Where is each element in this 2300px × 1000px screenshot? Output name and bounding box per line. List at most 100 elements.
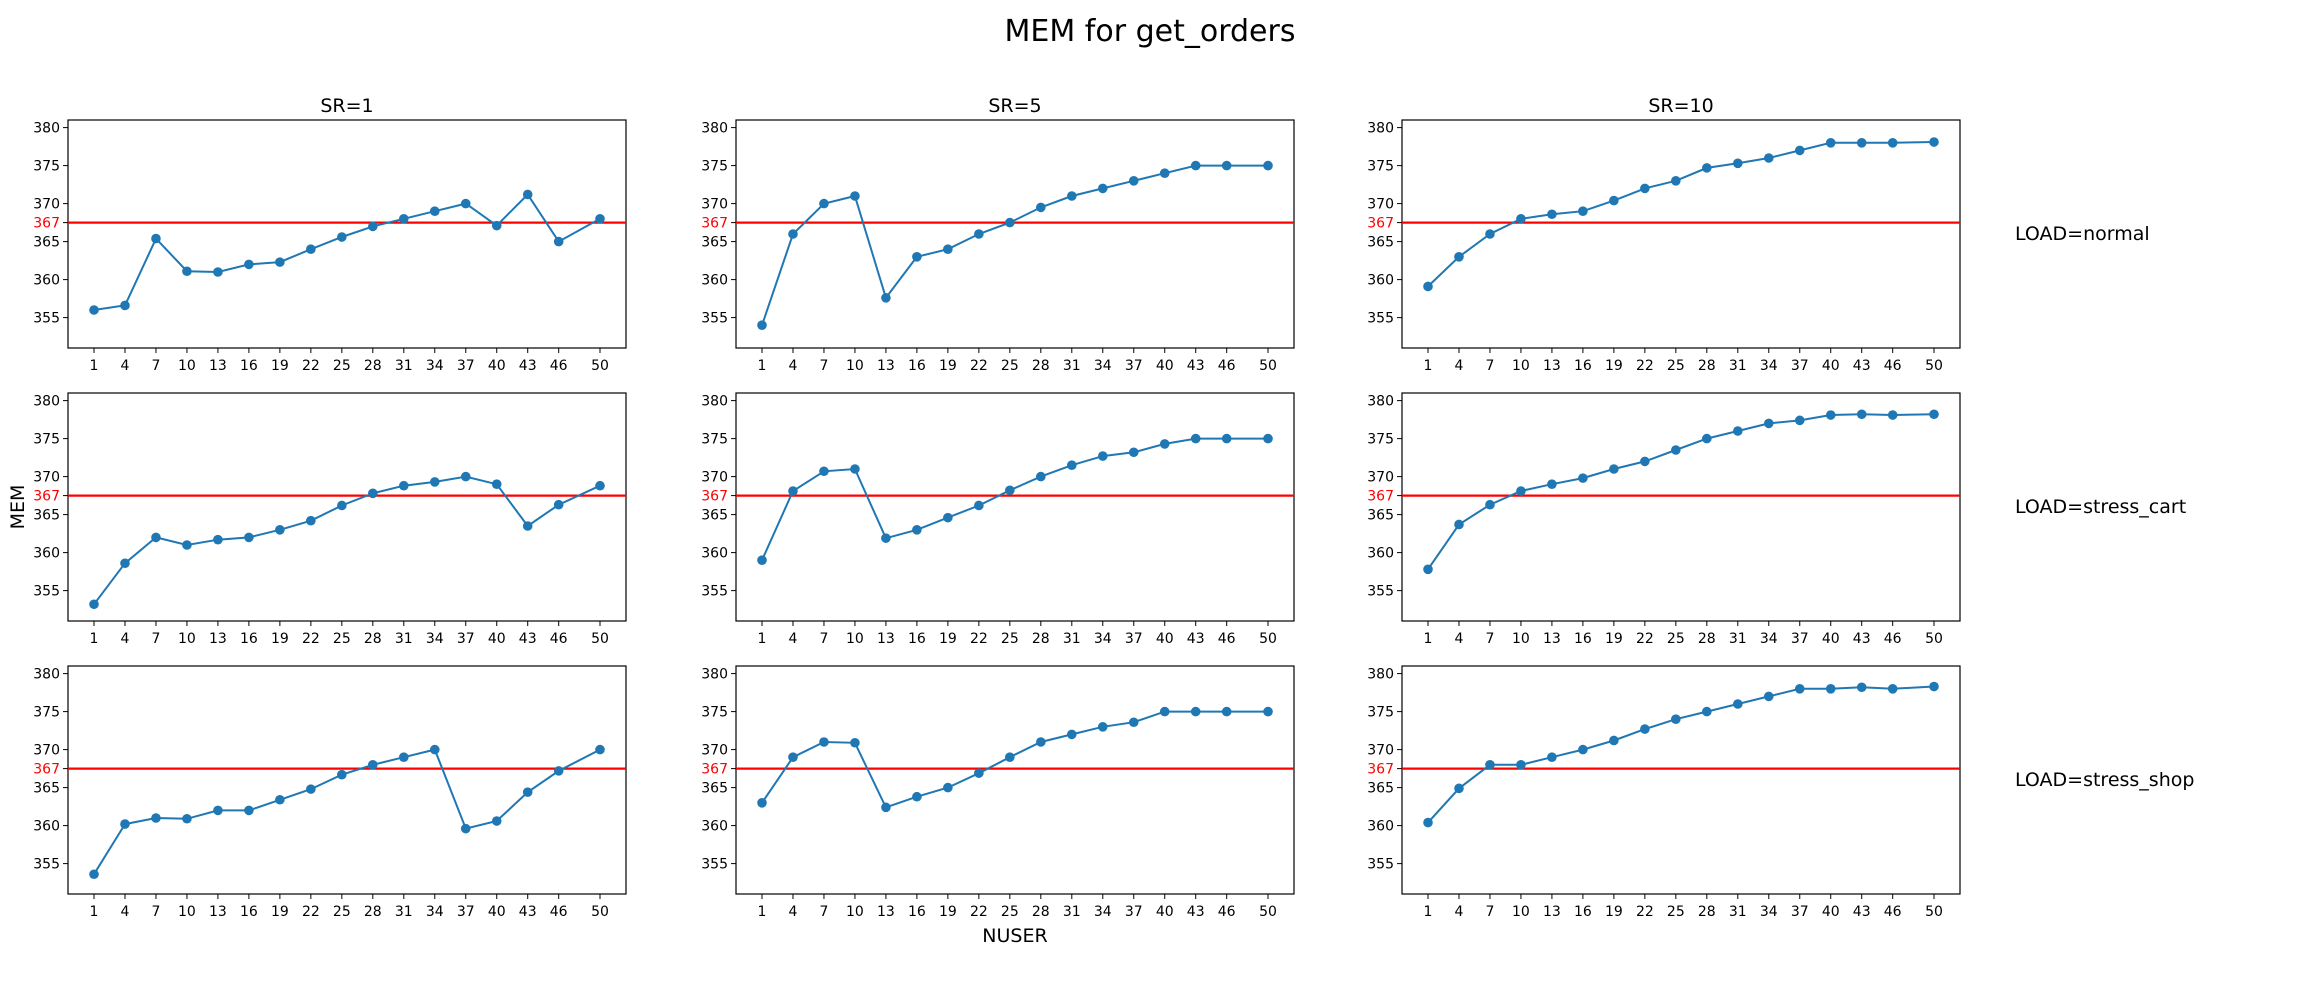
data-point: [1036, 737, 1046, 747]
data-point: [1578, 744, 1588, 755]
x-tick-label: 25: [1001, 631, 1019, 647]
data-point: [1856, 682, 1867, 693]
data-point: [151, 233, 161, 244]
data-point: [120, 819, 130, 829]
x-tick-label: 43: [1187, 358, 1205, 374]
data-point: [1516, 214, 1526, 224]
data-point: [1794, 684, 1805, 694]
data-point: [120, 300, 130, 311]
y-tick-label: 370: [1367, 470, 1394, 486]
data-point: [1036, 202, 1046, 213]
data-point: [151, 813, 161, 823]
x-tick-label: 1: [758, 904, 767, 920]
data-point: [1159, 439, 1170, 449]
y-tick-label: 360: [1367, 546, 1394, 562]
x-tick-label: 34: [1760, 631, 1778, 647]
x-tick-label: 19: [939, 904, 957, 920]
x-tick-label: 37: [1125, 358, 1143, 374]
x-tick-label: 34: [1094, 358, 1112, 374]
data-point: [182, 266, 192, 277]
data-point: [1794, 145, 1805, 156]
y-tick-label: 370: [701, 470, 728, 486]
data-point: [1763, 153, 1774, 163]
y-tick-label: 380: [701, 667, 728, 683]
data-point: [1128, 176, 1139, 186]
y-tick-label: 375: [33, 159, 60, 175]
x-tick-label: 37: [1791, 358, 1809, 374]
x-tick-label: 40: [488, 358, 506, 374]
data-point: [398, 752, 409, 762]
data-point: [1825, 138, 1836, 148]
data-point: [398, 480, 409, 491]
series-line-3: [1427, 141, 1935, 288]
y-tick-label: 355: [33, 584, 60, 600]
y-tick-label: 355: [1367, 857, 1394, 873]
x-tick-label: 19: [271, 358, 289, 374]
x-tick-label: 31: [1063, 358, 1081, 374]
x-tick-label: 19: [939, 631, 957, 647]
x-tick-label: 40: [1156, 631, 1174, 647]
x-tick-label: 43: [1853, 904, 1871, 920]
y-tick-label: 355: [701, 311, 728, 327]
y-tick-label: 370: [33, 470, 60, 486]
x-tick-label: 46: [550, 358, 568, 374]
data-point: [757, 555, 767, 565]
data-point: [244, 805, 254, 816]
x-tick-label: 50: [1259, 631, 1277, 647]
x-tick-label: 25: [1667, 904, 1685, 920]
x-tick-label: 10: [846, 904, 864, 920]
y-tick-label: 375: [701, 432, 728, 448]
y-tick-label: 375: [1367, 159, 1394, 175]
panel-frame-4: [67, 392, 627, 622]
y-tick-label: 375: [33, 705, 60, 721]
data-point: [306, 244, 316, 254]
x-tick-label: 10: [178, 358, 196, 374]
y-tick-label: 375: [33, 432, 60, 448]
x-tick-label: 43: [1187, 631, 1205, 647]
threshold-tick-label: 367: [1367, 216, 1394, 232]
x-tick-label: 4: [1455, 631, 1464, 647]
data-point: [1732, 426, 1743, 436]
x-tick-label: 43: [519, 904, 537, 920]
y-tick-label: 370: [33, 743, 60, 759]
y-tick-label: 365: [701, 235, 728, 251]
data-point: [1609, 195, 1619, 206]
data-point: [1929, 409, 1939, 420]
data-point: [974, 229, 984, 239]
data-point: [1066, 191, 1077, 201]
data-point: [912, 791, 922, 802]
x-tick-label: 37: [457, 358, 475, 374]
x-tick-label: 34: [1760, 904, 1778, 920]
data-point: [429, 744, 440, 755]
y-axis-label: MEM: [7, 485, 29, 530]
x-tick-label: 13: [1543, 904, 1561, 920]
series-line-2: [761, 164, 1268, 326]
x-tick-label: 13: [877, 904, 895, 920]
series-line-8: [761, 710, 1268, 809]
x-tick-label: 46: [1218, 358, 1236, 374]
data-point: [275, 525, 285, 535]
data-point: [1097, 183, 1108, 194]
data-point: [522, 189, 533, 200]
data-point: [881, 293, 891, 303]
data-point: [1929, 681, 1939, 692]
y-tick-label: 380: [33, 667, 60, 683]
x-tick-label: 7: [1485, 358, 1494, 374]
x-tick-label: 28: [364, 631, 382, 647]
x-tick-label: 43: [1187, 904, 1205, 920]
x-tick-label: 43: [519, 631, 537, 647]
data-point: [1640, 456, 1650, 467]
x-tick-label: 1: [90, 904, 99, 920]
x-tick-label: 50: [1925, 358, 1943, 374]
data-point: [1097, 451, 1108, 461]
x-tick-label: 31: [1063, 631, 1081, 647]
x-tick-label: 34: [1094, 631, 1112, 647]
x-tick-label: 50: [1259, 358, 1277, 374]
data-point: [850, 191, 860, 201]
data-point: [788, 229, 798, 239]
y-tick-label: 365: [33, 508, 60, 524]
data-point: [213, 534, 223, 545]
data-point: [1485, 499, 1495, 510]
data-point: [1609, 735, 1619, 746]
data-point: [1005, 752, 1015, 762]
